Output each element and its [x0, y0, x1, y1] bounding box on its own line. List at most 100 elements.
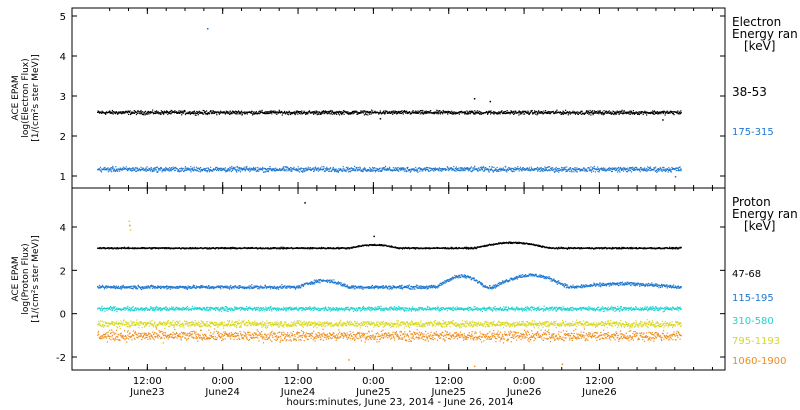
data-point — [333, 111, 335, 113]
data-point — [548, 112, 550, 115]
data-point — [491, 166, 494, 168]
data-point — [294, 111, 296, 113]
data-point — [275, 170, 277, 172]
data-point — [380, 112, 382, 114]
data-point — [662, 166, 664, 168]
data-point — [298, 111, 300, 113]
data-point — [464, 113, 466, 115]
data-point — [469, 168, 471, 170]
data-point — [534, 113, 537, 115]
data-point — [267, 112, 269, 115]
data-point — [287, 167, 289, 169]
data-point — [241, 168, 243, 170]
data-point — [266, 248, 268, 250]
data-point — [373, 169, 375, 172]
data-point — [345, 170, 347, 173]
data-point — [185, 169, 187, 171]
data-point — [439, 170, 442, 172]
data-point — [252, 168, 254, 170]
data-point — [130, 113, 132, 115]
data-point — [338, 111, 340, 114]
data-point — [426, 111, 428, 113]
data-point — [601, 111, 604, 113]
data-point — [605, 110, 607, 112]
data-point — [265, 169, 267, 171]
data-point — [101, 112, 103, 114]
data-point — [557, 170, 559, 172]
data-point — [366, 110, 369, 113]
data-point — [589, 170, 591, 172]
data-point — [150, 112, 152, 114]
data-point — [293, 166, 295, 168]
data-point — [539, 170, 541, 172]
data-point — [183, 111, 185, 113]
data-point — [629, 247, 631, 249]
data-point — [250, 167, 252, 169]
data-point — [178, 112, 181, 114]
data-point — [326, 113, 328, 115]
data-point — [298, 111, 300, 113]
data-point — [608, 168, 610, 170]
data-point — [363, 110, 365, 112]
data-point — [140, 288, 142, 290]
data-point — [474, 246, 476, 248]
data-point — [506, 171, 508, 173]
data-point — [319, 169, 321, 171]
data-point — [232, 110, 234, 112]
data-point — [180, 110, 182, 112]
data-point — [679, 112, 682, 115]
data-point — [360, 110, 362, 112]
data-point — [410, 169, 413, 171]
data-point — [413, 168, 415, 170]
data-point — [547, 166, 549, 168]
data-point — [210, 110, 212, 112]
data-point — [653, 110, 656, 112]
data-point — [475, 247, 477, 249]
data-point — [177, 170, 179, 172]
data-point — [508, 242, 510, 245]
data-point — [533, 168, 535, 170]
data-point — [669, 246, 671, 248]
data-point — [246, 111, 248, 113]
data-point — [621, 110, 623, 112]
data-point — [409, 169, 411, 171]
data-point — [249, 171, 251, 173]
data-point — [127, 167, 129, 169]
data-point — [631, 167, 633, 169]
data-point — [135, 113, 138, 116]
data-point — [464, 170, 466, 172]
data-point — [392, 110, 394, 112]
data-point — [337, 111, 339, 113]
data-point — [427, 170, 430, 172]
data-point — [543, 246, 546, 248]
data-point — [151, 247, 153, 249]
data-point — [175, 111, 178, 113]
data-point — [290, 167, 292, 169]
data-point — [662, 110, 664, 112]
data-point — [120, 286, 122, 288]
data-point — [336, 247, 338, 249]
data-point — [388, 112, 390, 114]
data-point — [395, 111, 397, 113]
data-point — [575, 111, 578, 113]
data-point — [652, 112, 654, 114]
data-point — [678, 111, 680, 113]
data-point — [572, 112, 574, 114]
data-point — [486, 112, 488, 114]
data-point — [188, 168, 190, 170]
data-point — [172, 168, 174, 171]
data-point — [542, 168, 544, 170]
data-point — [365, 244, 367, 246]
data-point — [668, 167, 670, 169]
data-point — [193, 110, 196, 112]
data-point — [624, 112, 626, 114]
data-point — [245, 167, 248, 169]
data-point — [494, 169, 496, 171]
data-point — [325, 111, 327, 114]
data-point — [484, 244, 486, 246]
data-point — [610, 167, 612, 169]
data-point — [479, 169, 481, 171]
data-point — [187, 113, 189, 115]
data-point — [566, 112, 568, 114]
data-point — [493, 113, 495, 115]
